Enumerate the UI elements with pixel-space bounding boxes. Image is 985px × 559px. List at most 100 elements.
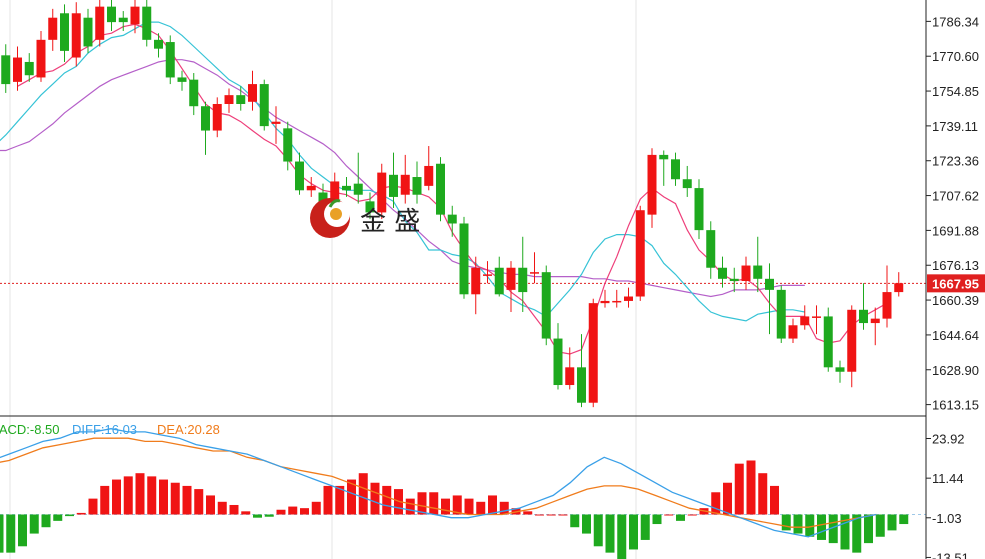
macd-bar (358, 473, 368, 515)
current-price-tag: 1667.95 (927, 274, 985, 293)
macd-bar (429, 492, 439, 515)
candle (718, 256, 727, 288)
candle (60, 4, 69, 62)
macd-bar (405, 498, 415, 515)
candle (259, 79, 269, 131)
candle (400, 154, 410, 204)
macd-bar (875, 514, 885, 537)
candle (471, 256, 481, 315)
candle (177, 70, 187, 91)
ma5-line (17, 23, 888, 355)
macd-bar (523, 511, 533, 515)
candle (295, 152, 304, 195)
candle (741, 256, 751, 290)
macd-bar (229, 504, 239, 515)
candle (71, 2, 81, 67)
price-tick-label: 1707.62 (932, 189, 979, 204)
macd-bar (300, 508, 309, 515)
macd-bar (758, 473, 768, 515)
macd-bar (123, 476, 133, 515)
price-axis: 1786.34 1770.60 1754.85 1739.11 1723.36 1707.… (926, 14, 979, 559)
price-tick-label: 1676.13 (932, 258, 979, 273)
macd-bar (546, 514, 556, 516)
candle (83, 8, 93, 54)
macd-bar (41, 514, 51, 528)
candle (659, 150, 669, 186)
macd-bar (864, 514, 873, 544)
legend-label: DIFF: (72, 422, 105, 437)
macd-bar (711, 492, 721, 515)
macd-bar (276, 509, 286, 515)
macd-bar (323, 485, 333, 515)
macd-bar (734, 463, 744, 515)
macd-bar (899, 514, 909, 525)
macd-tick-label: -13.51 (932, 550, 969, 559)
candle (306, 177, 316, 197)
macd-bar (499, 501, 509, 515)
legend-label: DEA: (157, 422, 187, 437)
macd-panel (0, 428, 926, 559)
candle (518, 236, 528, 312)
candle (671, 152, 680, 186)
macd-bar (664, 514, 674, 516)
macd-bar (53, 514, 63, 521)
macd-bar (0, 514, 4, 553)
candle (823, 307, 833, 372)
candle (577, 334, 586, 408)
candle (118, 11, 128, 31)
macd-bar (605, 514, 615, 553)
jinsheng-logo-icon (310, 198, 350, 238)
candle (506, 261, 516, 312)
macd-bar (464, 498, 474, 515)
candle (283, 121, 293, 171)
macd-bar (76, 512, 86, 515)
price-tick-label: 1691.88 (932, 223, 979, 238)
candle (624, 287, 633, 308)
candle (412, 161, 422, 204)
macd-bar (887, 514, 897, 531)
price-tick-label: 1628.90 (932, 363, 979, 378)
macd-bar (100, 485, 110, 515)
macd-tick-label: 23.92 (932, 431, 965, 446)
candle (694, 179, 704, 239)
price-tick-label: 1754.85 (932, 84, 979, 99)
macd-bar (840, 514, 850, 550)
candle (365, 192, 375, 220)
candle (494, 256, 504, 297)
macd-bar (335, 485, 345, 515)
macd-bar (417, 492, 427, 515)
candle (776, 285, 786, 343)
candle (142, 0, 152, 47)
macd-bar (112, 479, 121, 515)
candle (553, 323, 563, 390)
candle (95, 0, 105, 47)
legend-dea: DEA:20.28 (157, 422, 220, 437)
candle (706, 221, 716, 279)
candle (107, 0, 116, 31)
candle (600, 289, 610, 308)
dea-line (0, 437, 877, 528)
macd-bar (570, 514, 580, 528)
macd-bar (593, 514, 603, 547)
candle (377, 163, 387, 220)
legend-label: MACD: (0, 422, 30, 437)
macd-bar (452, 495, 462, 515)
macd-bar (793, 514, 803, 534)
candle (154, 33, 163, 58)
macd-tick-label: 11.44 (932, 471, 964, 486)
candle (859, 283, 868, 330)
macd-bar (617, 514, 627, 559)
legend-value: 20.28 (187, 422, 220, 437)
candle (765, 263, 774, 335)
macd-bar (288, 506, 298, 515)
legend-value: -8.50 (30, 422, 60, 437)
macd-bar (241, 511, 251, 515)
candle (236, 86, 246, 111)
candle (459, 216, 469, 299)
macd-bar (640, 514, 650, 540)
candle (647, 148, 657, 228)
price-tick-label: 1786.34 (932, 14, 979, 29)
macd-bar (159, 479, 168, 515)
macd-bar (253, 514, 262, 518)
